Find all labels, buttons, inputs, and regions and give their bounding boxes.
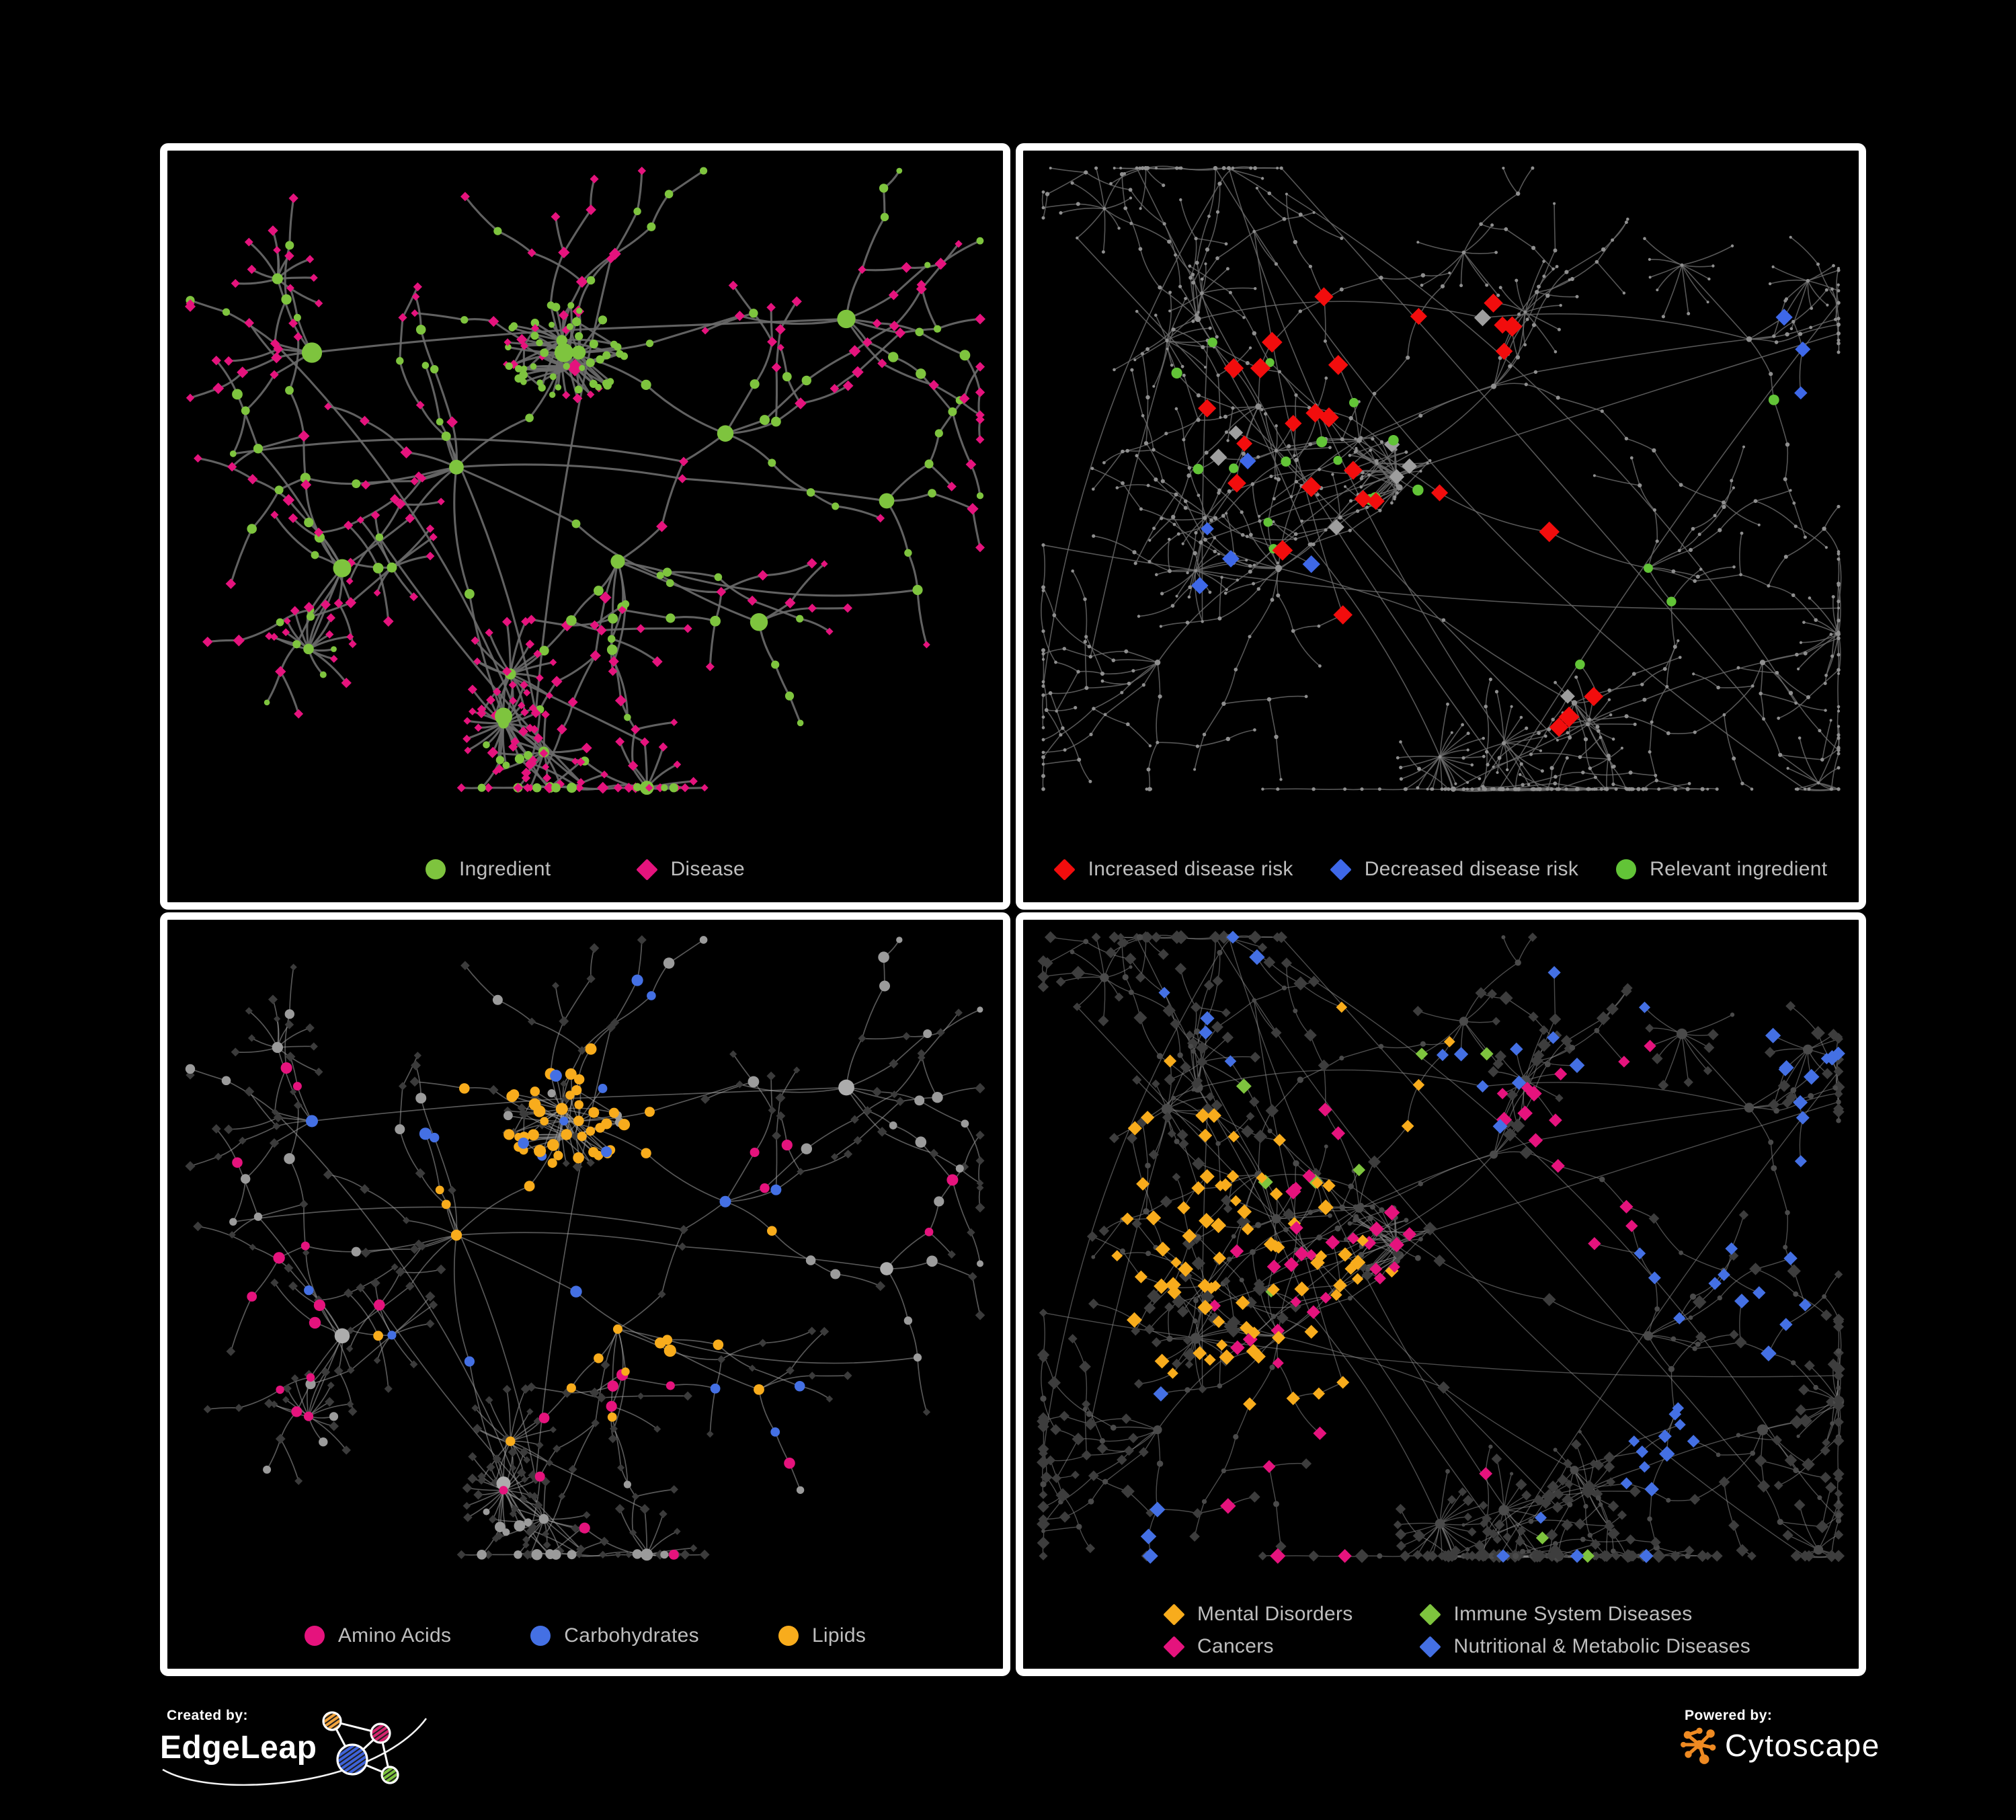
carbohydrates-swatch-circle-icon (530, 1626, 551, 1646)
legend-item-carbohydrates: Carbohydrates (530, 1624, 699, 1647)
panel-ingredient-disease: Ingredient Disease (160, 143, 1010, 910)
edgeleap-node-orange-icon (322, 1711, 342, 1731)
network-canvas-ingredient-classes (185, 935, 985, 1561)
cytoscape-credit: Powered by: (1679, 1708, 1975, 1782)
legend-label: Increased disease risk (1088, 858, 1293, 880)
created-by-label: Created by: (167, 1708, 249, 1723)
legend-item-decreased-risk: Decreased disease risk (1330, 858, 1579, 881)
mental-disorders-swatch-diamond-icon (1162, 1603, 1185, 1626)
legend-item-lipids: Lipids (778, 1624, 866, 1647)
legend-label: Amino Acids (337, 1624, 452, 1647)
ingredient-swatch-circle-icon (426, 859, 446, 879)
edgeleap-credit: Created by: EdgeLeap (159, 1706, 448, 1801)
edgeleap-node-blue-icon (336, 1743, 368, 1776)
edgeleap-node-pink-icon (370, 1723, 391, 1744)
panel-ingredient-classes: Amino Acids Carbohydrates Lipids (160, 912, 1010, 1676)
legend-item-cancers: Cancers (1162, 1635, 1353, 1658)
amino-acids-swatch-circle-icon (304, 1626, 325, 1646)
legend-item-relevant-ingredient: Relevant ingredient (1616, 858, 1827, 881)
nutritional-metabolic-swatch-diamond-icon (1419, 1635, 1441, 1658)
legend-item-disease: Disease (636, 858, 745, 881)
legend-label: Nutritional & Metabolic Diseases (1453, 1635, 1750, 1657)
edgeleap-logo (162, 1711, 428, 1786)
network-canvas-ingredient-disease (185, 166, 985, 795)
lipids-swatch-circle-icon (778, 1626, 799, 1646)
relevant-ingredient-swatch-circle-icon (1616, 859, 1637, 879)
decreased-risk-swatch-diamond-icon (1330, 858, 1352, 881)
edgeleap-swoosh (162, 1718, 428, 1786)
legend-label: Lipids (811, 1624, 866, 1647)
increased-risk-swatch-diamond-icon (1053, 858, 1076, 881)
legend-label: Cancers (1197, 1635, 1274, 1657)
disease-swatch-diamond-icon (636, 858, 658, 881)
legend-ingredient-classes: Amino Acids Carbohydrates Lipids (167, 1624, 1003, 1647)
legend-label: Relevant ingredient (1650, 858, 1828, 880)
edgeleap-node-green-icon (380, 1766, 399, 1784)
legend-ingredient-disease: Ingredient Disease (167, 858, 1003, 881)
legend-label: Carbohydrates (564, 1624, 699, 1647)
immune-diseases-swatch-diamond-icon (1419, 1603, 1441, 1626)
legend-item-amino-acids: Amino Acids (304, 1624, 452, 1647)
network-canvas-disease-risk (1041, 165, 1842, 792)
legend-item-nutritional-metabolic-diseases: Nutritional & Metabolic Diseases (1419, 1635, 1750, 1658)
cancers-swatch-diamond-icon (1162, 1635, 1185, 1658)
panel-disease-categories: Mental Disorders Immune System Diseases … (1016, 912, 1866, 1676)
legend-item-ingredient: Ingredient (426, 858, 551, 881)
legend-label: Disease (670, 858, 745, 880)
legend-label: Decreased disease risk (1364, 858, 1579, 880)
cytoscape-wordmark: Cytoscape (1725, 1728, 1880, 1763)
legend-item-increased-risk: Increased disease risk (1053, 858, 1293, 881)
edgeleap-wordmark: EdgeLeap (160, 1730, 317, 1766)
legend-label: Mental Disorders (1197, 1603, 1353, 1625)
legend-disease-categories: Mental Disorders Immune System Diseases … (1023, 1603, 1859, 1658)
legend-item-immune-system-diseases: Immune System Diseases (1419, 1603, 1750, 1626)
network-canvas-disease-categories (1037, 930, 1845, 1564)
powered-by-label: Powered by: (1685, 1708, 1773, 1723)
legend-label: Ingredient (459, 858, 551, 880)
legend-label: Immune System Diseases (1453, 1603, 1693, 1625)
legend-item-mental-disorders: Mental Disorders (1162, 1603, 1353, 1626)
cytoscape-logo-icon (1681, 1727, 1716, 1764)
legend-disease-risk: Increased disease risk Decreased disease… (1023, 858, 1859, 881)
panel-disease-risk: Increased disease risk Decreased disease… (1016, 143, 1866, 910)
